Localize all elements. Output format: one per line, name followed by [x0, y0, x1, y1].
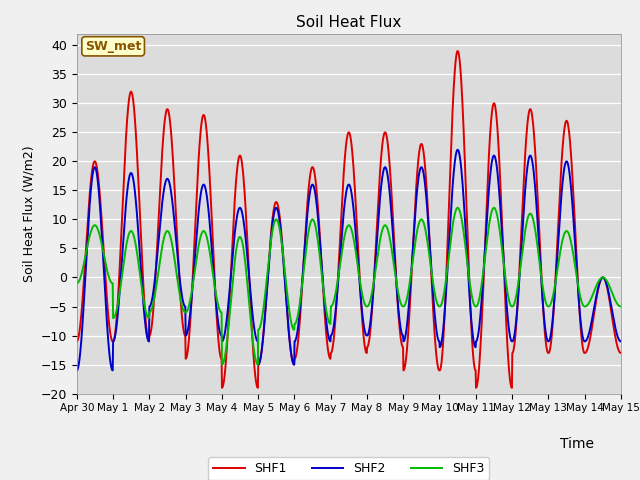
SHF2	[454, 147, 461, 153]
SHF1	[454, 48, 461, 54]
SHF1	[73, 338, 81, 344]
SHF2	[255, 361, 262, 367]
Title: Soil Heat Flux: Soil Heat Flux	[296, 15, 401, 30]
SHF3	[454, 205, 461, 211]
SHF1	[434, 361, 442, 367]
Legend: SHF1, SHF2, SHF3: SHF1, SHF2, SHF3	[209, 457, 489, 480]
Line: SHF3: SHF3	[77, 208, 621, 365]
SHF2	[553, 265, 561, 271]
SHF2	[180, 303, 188, 309]
Line: SHF1: SHF1	[77, 51, 621, 388]
SHF2	[505, 323, 513, 328]
SHF1	[617, 350, 625, 356]
SHF2	[617, 338, 625, 344]
Text: SW_met: SW_met	[85, 40, 141, 53]
Y-axis label: Soil Heat Flux (W/m2): Soil Heat Flux (W/m2)	[22, 145, 35, 282]
SHF1	[505, 365, 513, 371]
SHF2	[433, 332, 441, 337]
SHF3	[218, 362, 226, 368]
Line: SHF2: SHF2	[77, 150, 621, 371]
SHF3	[73, 280, 81, 286]
SHF1	[255, 361, 263, 367]
SHF3	[180, 309, 188, 315]
SHF2	[194, 218, 202, 224]
SHF1	[194, 171, 202, 177]
SHF1	[180, 332, 188, 337]
SHF1	[218, 385, 226, 391]
SHF3	[617, 304, 625, 310]
SHF3	[255, 326, 263, 332]
SHF3	[553, 270, 561, 276]
SHF3	[505, 297, 513, 302]
SHF3	[194, 248, 202, 253]
SHF3	[434, 301, 442, 307]
X-axis label: Time: Time	[560, 437, 595, 451]
SHF1	[553, 247, 561, 253]
SHF2	[73, 368, 81, 373]
